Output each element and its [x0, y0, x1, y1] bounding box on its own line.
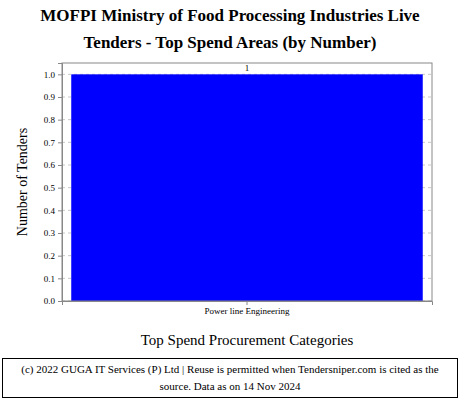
y-tick-label: 0.9	[44, 92, 56, 102]
y-tick-mark	[58, 210, 62, 211]
x-axis-line	[63, 302, 433, 306]
y-tick-mark	[58, 165, 62, 166]
y-tick-label: 0.5	[44, 183, 56, 193]
background	[0, 0, 460, 400]
y-tick-mark	[58, 74, 62, 75]
bar	[71, 74, 423, 301]
y-tick: 0.0	[44, 296, 62, 306]
title: Tenders - Top Spend Areas (by Number)	[84, 33, 377, 52]
y-tick-mark	[58, 278, 62, 279]
y-tick: 0.3	[44, 228, 62, 238]
y-tick: 0.4	[44, 206, 62, 216]
y-tick: 0.1	[44, 274, 62, 284]
footer: source. Data as on 14 Nov 2024	[160, 380, 301, 392]
y-tick: 1.0	[44, 70, 62, 80]
y-tick-mark	[58, 233, 62, 234]
chart: MOFPI Ministry of Food Processing Indust…	[0, 0, 460, 400]
y-tick-label: 0.8	[44, 115, 56, 125]
y-tick-label: 0.2	[44, 251, 55, 261]
y-tick-mark	[58, 188, 62, 189]
y-tick-label: 0.4	[44, 206, 56, 216]
bars	[71, 74, 423, 301]
y-tick-label: 0.3	[44, 228, 56, 238]
y-tick-mark	[58, 120, 62, 121]
title: MOFPI Ministry of Food Processing Indust…	[40, 6, 420, 25]
y-tick-label: 0.1	[44, 274, 55, 284]
x-tick-mark	[247, 301, 248, 305]
grid	[62, 74, 432, 301]
y-tick-label: 0.0	[44, 296, 56, 306]
y-tick-mark	[58, 301, 62, 302]
y-tick: 0.2	[44, 251, 62, 261]
plot-frame	[62, 63, 432, 301]
y-tick: 0.6	[44, 160, 62, 170]
data-label: 1	[245, 63, 250, 73]
y-tick-mark	[58, 97, 62, 98]
footer: (c) 2022 GUGA IT Services (P) Ltd | Reus…	[21, 363, 439, 376]
x-tick-label: Power line Engineering	[205, 306, 290, 316]
y-axis-line	[58, 64, 63, 302]
y-tick-label: 1.0	[44, 70, 56, 80]
y-tick-label: 0.7	[44, 138, 56, 148]
y-axis: 0.0 0.1 0.2 0.3 0.4 0.5 0.6 0.7 0.8 0.9 1.0	[44, 64, 63, 307]
y-tick: 0.8	[44, 115, 62, 125]
x-axis: Power line Engineering	[63, 301, 433, 316]
y-tick-label: 0.6	[44, 160, 56, 170]
y-tick: 0.7	[44, 138, 62, 148]
x-tick: Power line Engineering	[205, 301, 290, 316]
y-axis-title: Number of Tenders	[15, 128, 30, 236]
y-tick: 0.9	[44, 92, 62, 102]
y-tick: 0.5	[44, 183, 62, 193]
x-axis-title: Top Spend Procurement Categories	[141, 332, 354, 348]
y-tick-mark	[58, 142, 62, 143]
y-tick-mark	[58, 256, 62, 257]
footer-box	[3, 359, 458, 398]
